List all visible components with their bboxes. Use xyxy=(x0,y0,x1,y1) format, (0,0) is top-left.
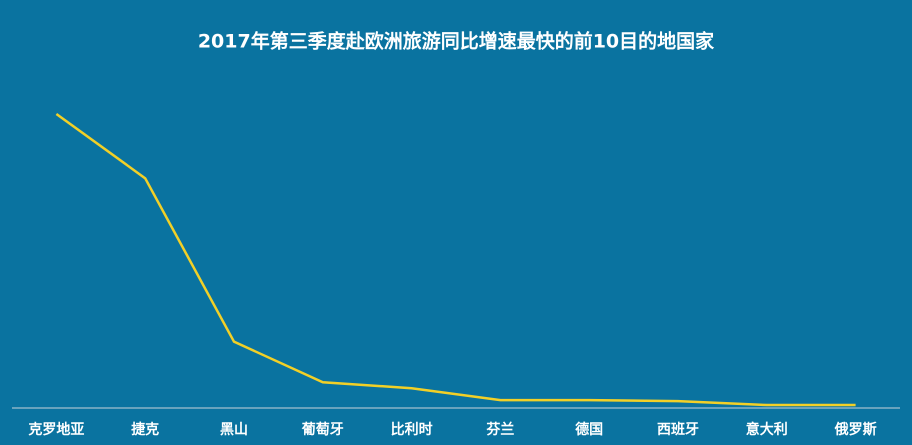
x-tick-label: 黑山 xyxy=(220,422,248,438)
x-tick-label: 德国 xyxy=(575,421,603,438)
x-tick-label: 比利时 xyxy=(391,421,433,438)
x-tick-label: 西班牙 xyxy=(657,421,699,438)
x-tick-label: 芬兰 xyxy=(485,421,514,438)
x-tick-label: 葡萄牙 xyxy=(301,421,344,438)
x-tick-label: 克罗地亚 xyxy=(28,421,84,438)
x-tick-label: 捷克 xyxy=(131,421,159,438)
chart-title: 2017年第三季度赴欧洲旅游同比增速最快的前10目的地国家 xyxy=(198,30,715,53)
x-tick-label: 俄罗斯 xyxy=(834,421,877,438)
data-line xyxy=(55,112,856,407)
x-tick-label: 意大利 xyxy=(746,421,788,438)
